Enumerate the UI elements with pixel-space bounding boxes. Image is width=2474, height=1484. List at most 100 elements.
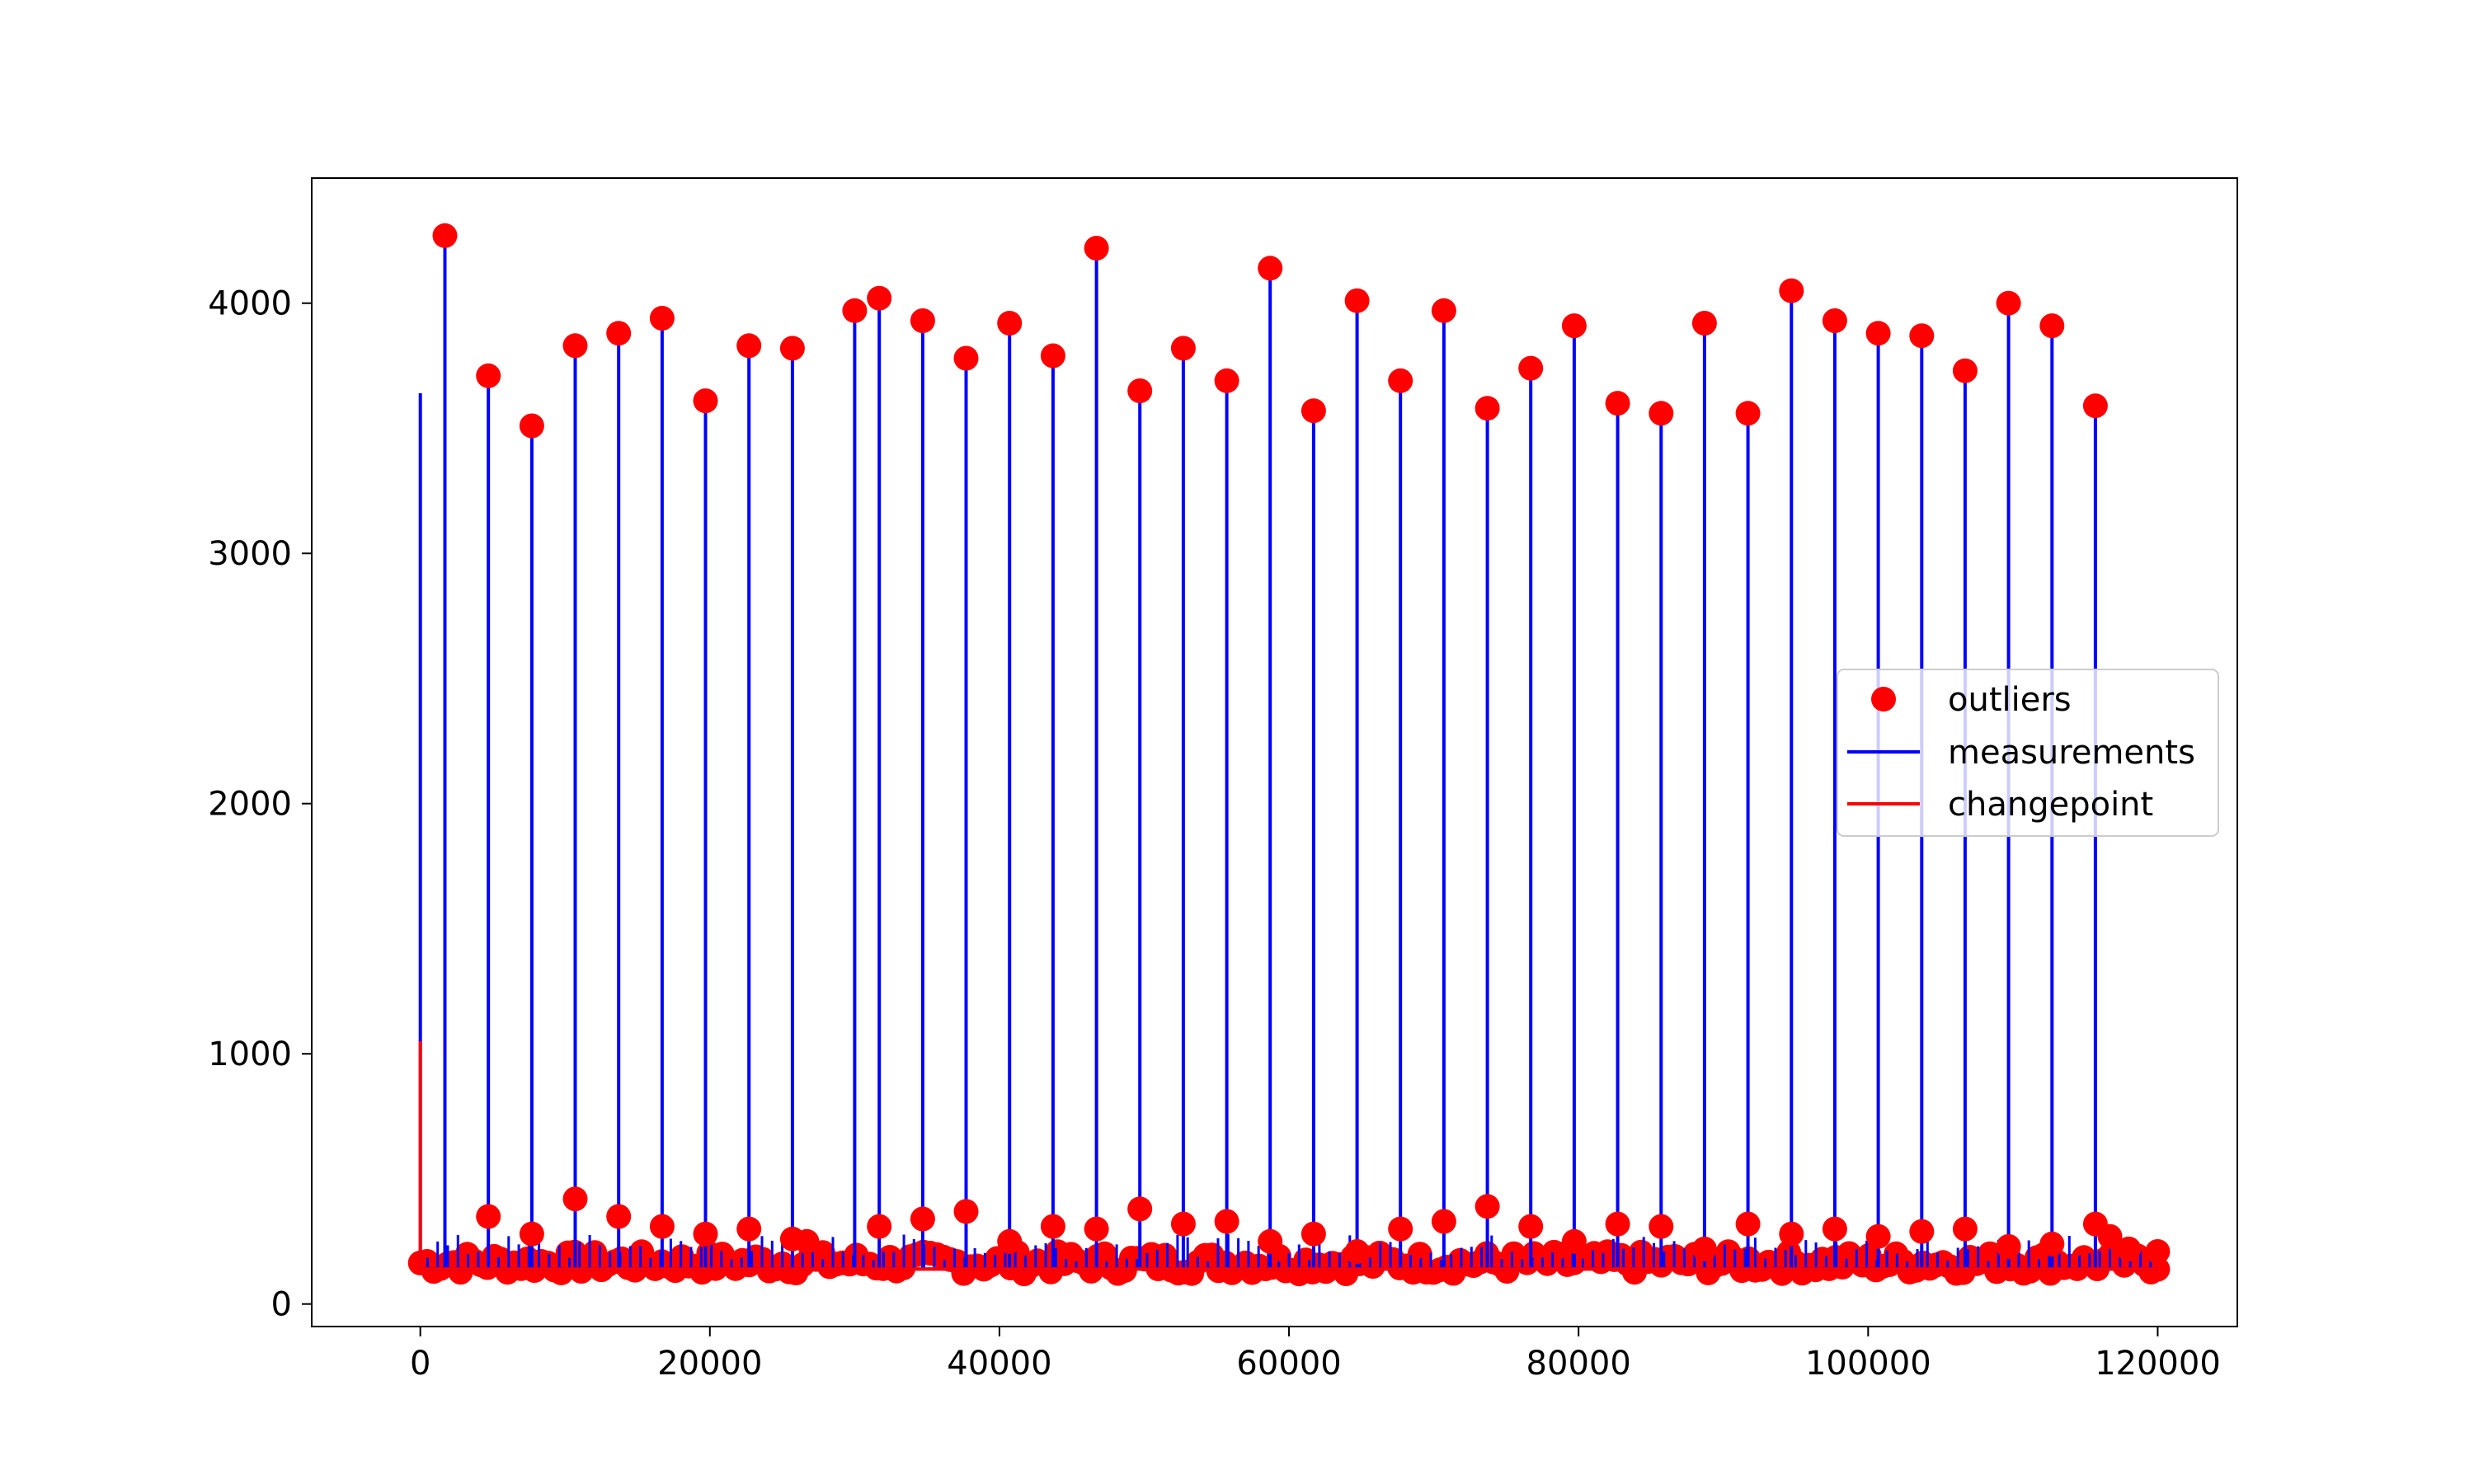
- x-tick-label: 20000: [657, 1345, 762, 1383]
- outlier-point: [1996, 290, 2021, 316]
- outlier-point: [476, 363, 501, 388]
- outlier-point: [649, 1214, 675, 1239]
- outlier-point: [997, 311, 1023, 336]
- legend-measurements-label: measurements: [1948, 734, 2195, 772]
- outlier-point: [867, 1214, 892, 1239]
- outlier-point: [2097, 1223, 2123, 1249]
- outlier-point: [1258, 256, 1283, 281]
- outlier-point: [1388, 368, 1413, 393]
- outlier-point: [1952, 1216, 1978, 1242]
- outlier-point: [1909, 323, 1935, 349]
- outlier-point: [432, 223, 458, 248]
- outlier-point: [1561, 1228, 1587, 1254]
- outlier-point: [1127, 378, 1153, 403]
- outlier-point: [1518, 1214, 1544, 1239]
- outlier-point: [1605, 391, 1630, 416]
- outlier-point: [1865, 1223, 1891, 1249]
- outlier-point: [736, 1216, 762, 1242]
- outlier-point: [1040, 1214, 1065, 1239]
- outlier-point: [1214, 368, 1239, 393]
- outlier-point: [1779, 278, 1804, 303]
- axes-frame: [311, 177, 2238, 1327]
- outlier-point: [953, 1199, 979, 1224]
- outlier-point: [1822, 1216, 1847, 1242]
- outlier-point: [2145, 1239, 2171, 1264]
- outlier-point: [2039, 313, 2065, 339]
- outlier-point: [2039, 1231, 2065, 1256]
- legend-outliers-label: outliers: [1948, 681, 2072, 719]
- changepoint-line: [418, 1041, 2158, 1271]
- outlier-point: [1170, 336, 1196, 361]
- plot-area: [407, 223, 2171, 1287]
- outlier-point: [1779, 1221, 1804, 1247]
- y-tick-label: 2000: [208, 786, 292, 824]
- x-tick-label: 100000: [1805, 1345, 1931, 1383]
- outlier-point: [910, 1206, 935, 1232]
- outlier-point: [953, 345, 979, 371]
- outlier-point: [1865, 321, 1891, 346]
- legend-box: [1837, 669, 2219, 837]
- x-tick-label: 80000: [1526, 1345, 1631, 1383]
- outlier-point: [1344, 1239, 1370, 1264]
- outlier-point: [1909, 1219, 1935, 1244]
- outlier-point: [1475, 1194, 1500, 1219]
- outlier-point: [693, 1221, 718, 1247]
- outlier-point: [1084, 236, 1109, 261]
- outlier-point: [476, 1204, 501, 1229]
- x-tick-label: 60000: [1236, 1345, 1341, 1383]
- outlier-point: [1214, 1209, 1239, 1234]
- x-tick-label: 40000: [947, 1345, 1051, 1383]
- outlier-point: [1605, 1211, 1630, 1237]
- outlier-point: [2082, 393, 2108, 419]
- outlier-point: [779, 336, 805, 361]
- outlier-point: [1691, 311, 1717, 336]
- outlier-point: [910, 308, 935, 333]
- x-tick-label: 120000: [2095, 1345, 2221, 1383]
- y-tick-label: 0: [271, 1286, 292, 1324]
- outlier-point: [1518, 355, 1544, 381]
- outlier-point: [548, 1260, 574, 1285]
- y-tick-label: 3000: [208, 535, 292, 573]
- outlier-point: [1649, 1214, 1674, 1239]
- outlier-point: [997, 1228, 1023, 1254]
- outlier-point: [1735, 401, 1761, 426]
- outlier-point: [1561, 313, 1587, 339]
- outlier-point: [562, 1186, 588, 1212]
- outlier-point: [1300, 398, 1326, 424]
- outlier-point: [1344, 288, 1370, 313]
- outlier-point: [1996, 1233, 2021, 1259]
- outlier-point: [1084, 1216, 1109, 1242]
- outlier-point: [1388, 1216, 1413, 1242]
- outlier-point: [1822, 308, 1847, 333]
- outlier-point: [1127, 1196, 1153, 1222]
- outlier-point: [1431, 1209, 1456, 1234]
- outlier-point: [1040, 343, 1065, 369]
- outlier-point: [519, 1221, 544, 1247]
- outlier-point: [1649, 401, 1674, 426]
- outlier-point: [1258, 1228, 1283, 1254]
- outlier-point: [867, 285, 892, 311]
- y-tick-label: 4000: [208, 285, 292, 323]
- outlier-point: [649, 306, 675, 331]
- outlier-point: [606, 321, 632, 346]
- outlier-point: [1735, 1211, 1761, 1237]
- outlier-point: [1691, 1236, 1717, 1261]
- outlier-point: [562, 333, 588, 359]
- outlier-point: [1300, 1221, 1326, 1247]
- legend-changepoint-label: changepoint: [1948, 786, 2153, 824]
- x-axis: 0 20000 40000 60000 80000 100000 120000: [410, 1327, 2221, 1383]
- outlier-point: [1475, 396, 1500, 421]
- y-tick-label: 1000: [208, 1036, 292, 1073]
- legend-outliers-marker: [1871, 687, 1896, 711]
- outlier-point: [693, 388, 718, 414]
- outlier-point: [606, 1204, 632, 1229]
- outlier-point: [2116, 1236, 2142, 1261]
- outlier-point: [842, 298, 868, 323]
- outlier-point: [1431, 298, 1456, 323]
- outlier-point: [736, 333, 762, 359]
- x-tick-label: 0: [410, 1345, 430, 1383]
- outlier-point: [1952, 358, 1978, 383]
- outlier-point: [794, 1228, 820, 1254]
- y-axis: 0 1000 2000 3000 4000: [208, 285, 312, 1324]
